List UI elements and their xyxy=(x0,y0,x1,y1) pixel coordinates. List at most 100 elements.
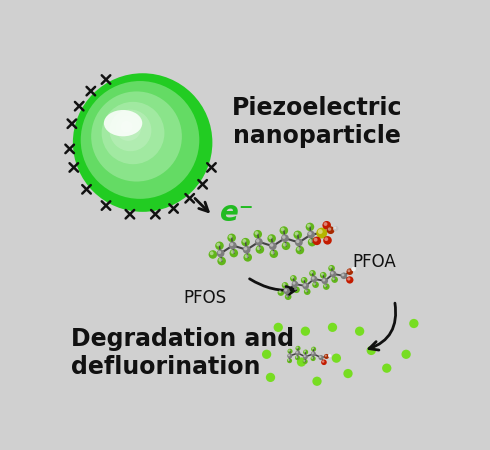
Circle shape xyxy=(346,268,353,275)
Circle shape xyxy=(327,226,335,234)
Circle shape xyxy=(227,234,236,242)
Circle shape xyxy=(328,265,335,271)
Circle shape xyxy=(294,230,302,239)
Circle shape xyxy=(215,242,224,250)
Circle shape xyxy=(313,282,316,285)
Circle shape xyxy=(342,274,344,276)
Circle shape xyxy=(253,230,262,239)
Circle shape xyxy=(304,355,306,357)
Circle shape xyxy=(256,245,264,254)
Circle shape xyxy=(256,239,260,243)
Circle shape xyxy=(331,276,338,283)
Circle shape xyxy=(307,231,315,238)
Circle shape xyxy=(301,327,310,336)
Circle shape xyxy=(288,354,290,356)
Circle shape xyxy=(277,289,284,296)
Circle shape xyxy=(341,273,347,279)
Circle shape xyxy=(217,243,220,247)
Circle shape xyxy=(229,242,237,249)
Circle shape xyxy=(311,346,316,351)
Circle shape xyxy=(303,354,308,359)
Circle shape xyxy=(228,235,232,238)
Circle shape xyxy=(323,284,330,290)
Circle shape xyxy=(282,242,290,250)
Circle shape xyxy=(317,228,327,238)
Circle shape xyxy=(312,281,319,288)
Circle shape xyxy=(311,351,316,356)
Circle shape xyxy=(288,350,291,352)
Circle shape xyxy=(290,275,297,282)
Circle shape xyxy=(346,276,353,284)
Circle shape xyxy=(303,354,308,359)
Circle shape xyxy=(231,250,235,254)
Circle shape xyxy=(295,351,300,356)
Circle shape xyxy=(308,238,317,247)
Circle shape xyxy=(318,229,323,234)
Text: e⁻: e⁻ xyxy=(220,199,254,227)
Circle shape xyxy=(91,91,182,181)
Circle shape xyxy=(343,369,353,378)
Circle shape xyxy=(306,223,314,231)
Circle shape xyxy=(287,353,293,359)
Circle shape xyxy=(281,234,289,242)
Circle shape xyxy=(243,246,250,254)
Circle shape xyxy=(285,293,292,300)
Ellipse shape xyxy=(104,110,142,136)
Circle shape xyxy=(244,247,247,250)
Circle shape xyxy=(321,278,328,284)
Circle shape xyxy=(269,235,272,239)
Circle shape xyxy=(309,270,316,277)
Circle shape xyxy=(321,273,324,276)
Circle shape xyxy=(311,276,318,282)
Circle shape xyxy=(312,352,314,354)
Circle shape xyxy=(294,232,298,235)
Circle shape xyxy=(401,350,411,359)
Circle shape xyxy=(367,346,376,355)
Circle shape xyxy=(322,279,325,281)
Circle shape xyxy=(324,354,329,359)
Circle shape xyxy=(304,288,311,295)
Circle shape xyxy=(245,254,248,258)
Circle shape xyxy=(244,253,252,261)
Text: PFOS: PFOS xyxy=(183,289,226,307)
Circle shape xyxy=(301,277,307,284)
Circle shape xyxy=(321,278,328,284)
Text: PFOA: PFOA xyxy=(352,253,395,271)
Circle shape xyxy=(312,281,319,288)
Circle shape xyxy=(308,232,312,235)
Circle shape xyxy=(210,252,214,255)
Circle shape xyxy=(283,283,286,286)
Circle shape xyxy=(109,110,151,151)
Circle shape xyxy=(217,250,224,257)
Circle shape xyxy=(283,288,290,294)
Circle shape xyxy=(295,238,303,246)
Circle shape xyxy=(293,287,300,293)
Circle shape xyxy=(382,364,392,373)
Circle shape xyxy=(229,249,238,257)
Circle shape xyxy=(309,270,316,277)
Circle shape xyxy=(317,228,327,238)
Circle shape xyxy=(327,226,335,234)
Circle shape xyxy=(281,227,285,231)
Circle shape xyxy=(322,221,331,230)
Circle shape xyxy=(303,284,306,287)
Circle shape xyxy=(323,284,330,290)
Circle shape xyxy=(280,226,288,235)
Circle shape xyxy=(101,102,165,164)
Circle shape xyxy=(256,245,264,254)
Circle shape xyxy=(311,357,314,359)
Circle shape xyxy=(309,239,313,243)
Circle shape xyxy=(270,249,278,258)
Circle shape xyxy=(280,226,288,235)
Circle shape xyxy=(328,354,331,357)
Circle shape xyxy=(269,242,277,250)
Circle shape xyxy=(255,238,263,246)
Circle shape xyxy=(320,272,326,279)
Circle shape xyxy=(351,267,356,271)
Circle shape xyxy=(295,246,304,254)
Circle shape xyxy=(295,246,304,254)
Circle shape xyxy=(311,356,316,361)
Circle shape xyxy=(296,351,298,353)
Circle shape xyxy=(257,246,261,250)
Circle shape xyxy=(116,116,141,141)
